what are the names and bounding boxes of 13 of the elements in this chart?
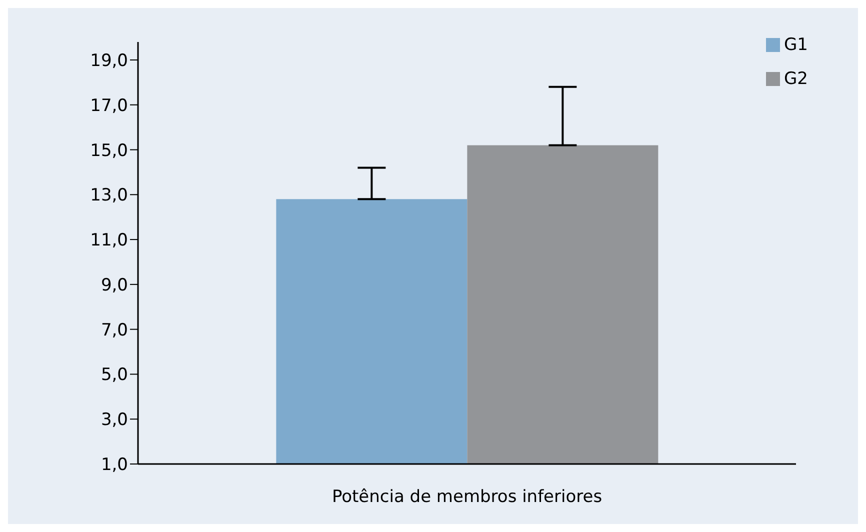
y-tick-label: 1,0 [100, 455, 128, 476]
legend-label: G1 [784, 35, 808, 55]
y-tick-label: 11,0 [90, 230, 128, 251]
y-tick-label: 17,0 [90, 96, 128, 116]
legend-label: G2 [784, 69, 808, 89]
y-tick-label: 5,0 [100, 365, 128, 386]
y-tick-label: 9,0 [100, 275, 128, 296]
y-tick-label: 3,0 [100, 410, 128, 430]
y-tick-label: 15,0 [90, 140, 128, 161]
y-tick-label: 19,0 [90, 50, 128, 71]
y-tick-label: 13,0 [90, 186, 128, 206]
y-tick-label: 7,0 [100, 320, 128, 340]
x-tick-label: Potência de membros inferiores [332, 487, 602, 508]
